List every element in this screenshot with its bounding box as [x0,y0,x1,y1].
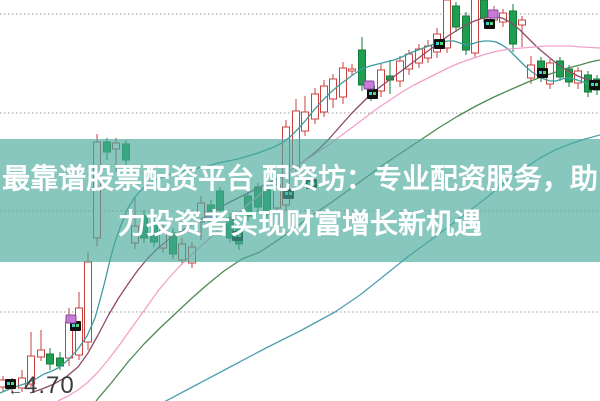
buy-signal-marker-icon [484,19,495,29]
candle-body [452,5,460,28]
buy-signal-marker-icon [5,379,16,389]
flag-marker-icon [363,80,375,90]
candle-body [462,15,470,51]
flag-marker-icon [65,314,77,324]
candle-body [377,69,385,92]
signal-marker-glyph [539,71,542,74]
candle-body [84,261,92,343]
signal-marker-glyph [440,42,443,45]
candle-body [480,0,488,19]
buy-signal-marker-icon [589,80,600,90]
signal-marker-glyph [436,42,439,45]
signal-marker-glyph [7,382,10,385]
candle-body [565,68,573,83]
signal-marker-glyph [76,324,79,327]
signal-marker-glyph [486,22,489,25]
signal-marker-glyph [543,71,546,74]
banner-text-line2: 力投资者实现财富增长新机遇 [117,207,482,239]
buy-signal-marker-icon [367,89,378,99]
candle-body [509,10,517,45]
promo-overlay-banner: 最靠谱股票配资平台 配资坊：专业配资服务，助 力投资者实现财富增长新机遇 [0,139,600,262]
candle-body [46,353,54,365]
buy-signal-marker-icon [434,39,445,49]
candle-body [443,0,451,49]
candle-body [348,68,356,72]
signal-marker-glyph [490,22,493,25]
flag-marker-icon [487,9,499,19]
candle-body [518,19,526,26]
candle-body [75,307,83,356]
candle-body [396,60,404,82]
candle-body [37,349,45,358]
signal-marker-glyph [369,92,372,95]
banner-text-line1: 最靠谱股票配资平台 配资坊：专业配资服务，助 [2,162,598,194]
candle-body [311,93,319,120]
left-arrow-icon: ← [8,382,23,399]
signal-marker-glyph [72,324,75,327]
signal-marker-glyph [11,382,14,385]
signal-marker-glyph [591,83,594,86]
buy-signal-marker-icon [537,68,548,78]
candle-body [329,78,337,100]
price-label-value: 4.70 [24,372,75,399]
candle-body [56,357,64,367]
price-label: ← 4.70 [8,372,75,399]
signal-marker-glyph [595,83,598,86]
signal-marker-glyph [373,92,376,95]
candle-body [27,355,35,385]
candle-body [471,0,479,54]
